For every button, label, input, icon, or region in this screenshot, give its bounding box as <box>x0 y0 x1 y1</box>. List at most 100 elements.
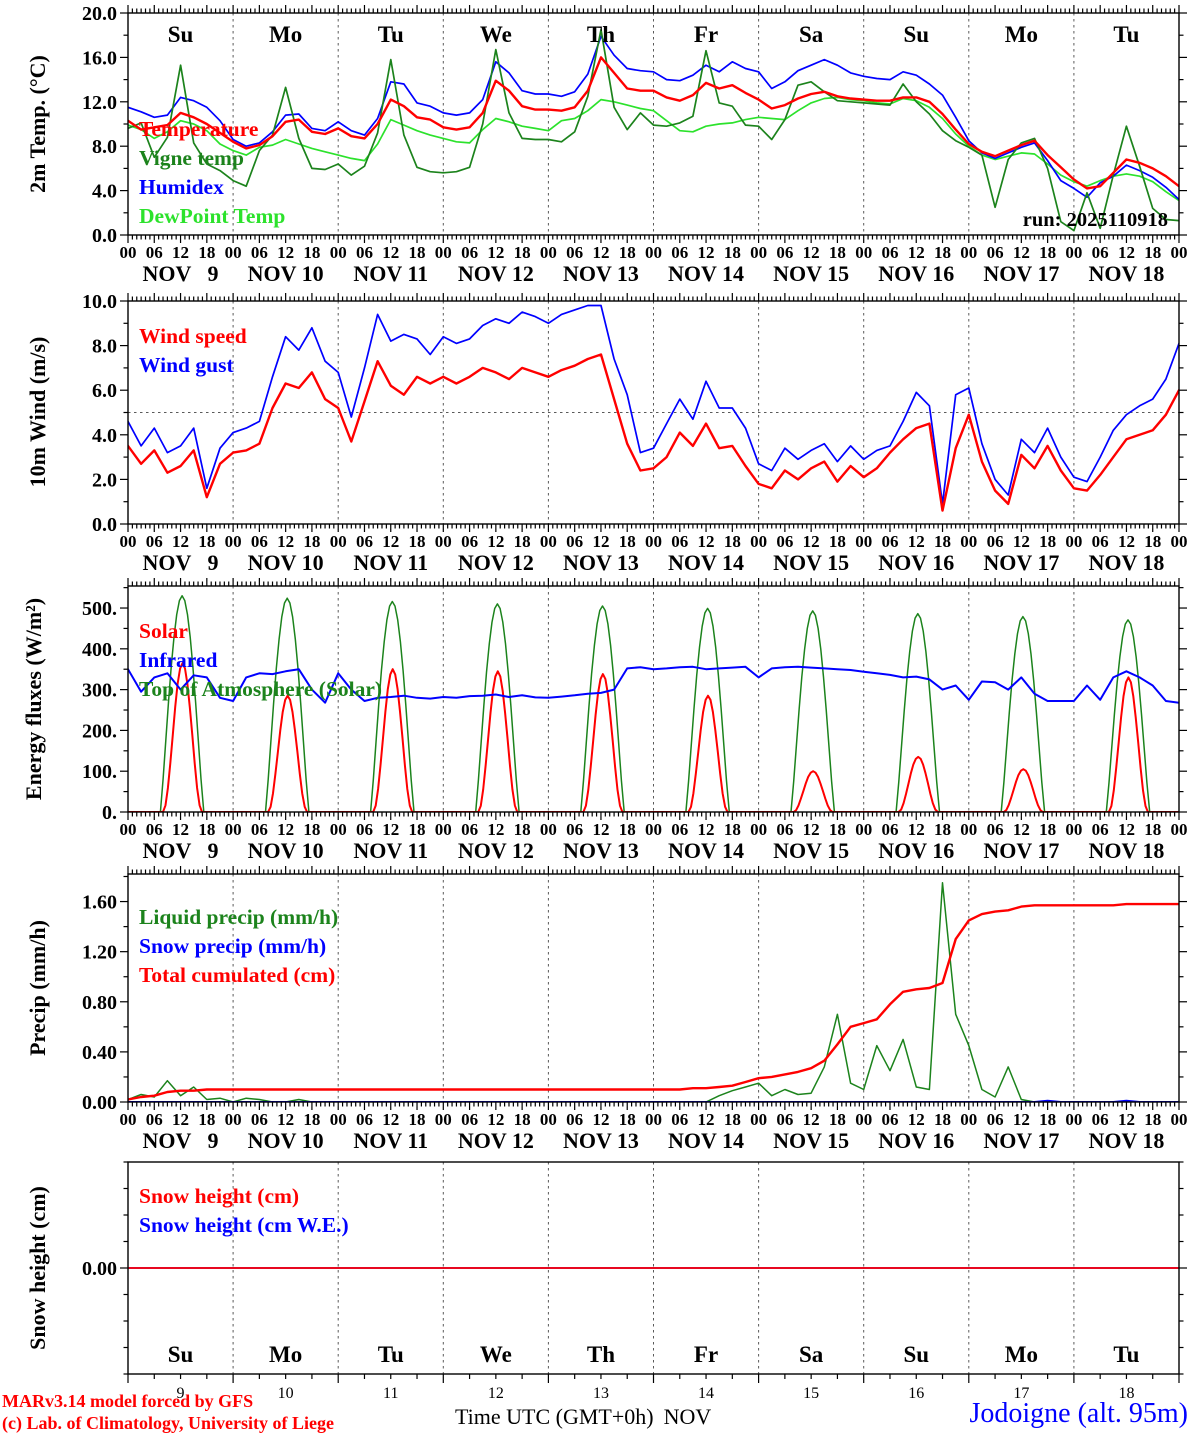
panel-1-grid <box>232 13 1075 235</box>
svg-text:12: 12 <box>803 243 820 262</box>
svg-text:06: 06 <box>671 532 688 551</box>
svg-text:18: 18 <box>1144 243 1161 262</box>
panel-2-grid <box>128 301 1179 524</box>
svg-text:00: 00 <box>225 532 242 551</box>
svg-text:00: 00 <box>330 1110 347 1129</box>
svg-text:Su: Su <box>903 22 929 47</box>
svg-text:12: 12 <box>592 243 609 262</box>
svg-text:00: 00 <box>1171 243 1188 262</box>
svg-text:12.0: 12.0 <box>82 92 117 114</box>
svg-text:18: 18 <box>198 532 215 551</box>
svg-text:18: 18 <box>619 243 636 262</box>
svg-text:18: 18 <box>1039 820 1056 839</box>
svg-text:00: 00 <box>435 1110 452 1129</box>
panel-3-ticks <box>120 578 1187 820</box>
panel-1-series <box>128 28 1179 232</box>
legend-dewpoint-temp: DewPoint Temp <box>139 204 286 228</box>
svg-text:8.0: 8.0 <box>92 336 117 358</box>
svg-text:12: 12 <box>1013 820 1030 839</box>
svg-text:18: 18 <box>829 243 846 262</box>
svg-text:06: 06 <box>146 1110 163 1129</box>
panel-4-labels: 0.00 0.40 0.80 1.20 1.60 00 06 12 18 00 06 12 18 00 06… <box>82 892 1188 1153</box>
svg-text:Mo: Mo <box>1005 22 1038 47</box>
svg-text:6.0: 6.0 <box>92 380 117 402</box>
svg-text:06: 06 <box>776 1110 793 1129</box>
svg-text:18: 18 <box>1039 1110 1056 1129</box>
svg-text:NOV 13: NOV 13 <box>563 550 639 575</box>
svg-text:12: 12 <box>488 1385 504 1402</box>
panel-1-ticks <box>120 5 1187 243</box>
y-axis-title-precip: Precip (mm/h) <box>25 920 50 1056</box>
svg-text:06: 06 <box>566 1110 583 1129</box>
svg-text:18: 18 <box>409 532 426 551</box>
svg-text:200.: 200. <box>82 720 117 742</box>
svg-text:18: 18 <box>1144 532 1161 551</box>
panel-2-labels: 0.0 2.0 4.0 6.0 8.0 10.0 00 06 12 18 00 06 12 18 00 06 1… <box>82 291 1188 575</box>
legend-wind-gust: Wind gust <box>139 353 234 377</box>
svg-text:NOV 17: NOV 17 <box>983 550 1059 575</box>
svg-text:18: 18 <box>409 820 426 839</box>
y-axis-title-snow: Snow height (cm) <box>25 1186 50 1350</box>
svg-text:12: 12 <box>382 1110 399 1129</box>
svg-text:12: 12 <box>487 243 504 262</box>
svg-text:Tu: Tu <box>378 22 404 47</box>
series-wind-speed <box>128 353 1179 512</box>
svg-text:06: 06 <box>881 243 898 262</box>
svg-text:00: 00 <box>750 243 767 262</box>
series-wind-gust <box>128 304 1179 505</box>
svg-text:00: 00 <box>435 532 452 551</box>
series-solar <box>128 662 1179 812</box>
svg-text:00: 00 <box>540 532 557 551</box>
svg-text:14: 14 <box>698 1385 714 1402</box>
svg-text:16.0: 16.0 <box>82 47 117 69</box>
svg-text:00: 00 <box>1171 532 1188 551</box>
svg-text:NOV 13: NOV 13 <box>563 838 639 863</box>
svg-text:00: 00 <box>1171 820 1188 839</box>
svg-text:Fr: Fr <box>694 22 718 47</box>
svg-text:00: 00 <box>435 820 452 839</box>
svg-text:NOV 18: NOV 18 <box>1088 1128 1164 1153</box>
svg-text:18: 18 <box>303 820 320 839</box>
svg-text:12: 12 <box>592 1110 609 1129</box>
svg-text:12: 12 <box>487 532 504 551</box>
svg-text:18: 18 <box>1144 820 1161 839</box>
svg-text:0.0: 0.0 <box>92 514 117 536</box>
svg-text:18: 18 <box>619 532 636 551</box>
svg-text:00: 00 <box>750 1110 767 1129</box>
panel-2-series <box>128 304 1179 512</box>
svg-text:06: 06 <box>251 532 268 551</box>
svg-text:NOV 18: NOV 18 <box>1088 838 1164 863</box>
panel-5-labels: 0.00 Su Mo Tu We Th Fr Sa Su Mo Tu 9 10 11 12 13 14 15 16 1… <box>82 1258 1140 1402</box>
svg-text:12: 12 <box>803 820 820 839</box>
svg-text:12: 12 <box>908 532 925 551</box>
series-vigne-temp <box>128 28 1179 232</box>
svg-text:NOV 14: NOV 14 <box>668 261 744 286</box>
svg-text:00: 00 <box>960 1110 977 1129</box>
svg-text:12: 12 <box>487 820 504 839</box>
y-axis-title-temp: 2m Temp. (°C) <box>25 55 50 193</box>
svg-text:06: 06 <box>146 243 163 262</box>
svg-text:12: 12 <box>382 243 399 262</box>
svg-text:00: 00 <box>750 532 767 551</box>
svg-text:00: 00 <box>645 1110 662 1129</box>
panel-3-grid <box>232 586 1075 812</box>
svg-text:00: 00 <box>435 243 452 262</box>
svg-text:12: 12 <box>592 820 609 839</box>
svg-text:Tu: Tu <box>1113 22 1139 47</box>
svg-text:06: 06 <box>1092 820 1109 839</box>
svg-text:12: 12 <box>172 243 189 262</box>
svg-text:0.80: 0.80 <box>82 992 117 1014</box>
svg-text:18: 18 <box>724 820 741 839</box>
series-temperature <box>128 56 1179 190</box>
svg-text:NOV 11: NOV 11 <box>353 1128 428 1153</box>
svg-text:300.: 300. <box>82 680 117 702</box>
svg-text:06: 06 <box>671 243 688 262</box>
svg-text:06: 06 <box>881 1110 898 1129</box>
svg-text:06: 06 <box>987 820 1004 839</box>
svg-text:00: 00 <box>1171 1110 1188 1129</box>
svg-text:NOV 11: NOV 11 <box>353 550 428 575</box>
svg-text:06: 06 <box>146 820 163 839</box>
svg-text:06: 06 <box>987 532 1004 551</box>
svg-text:06: 06 <box>566 532 583 551</box>
svg-text:Tu: Tu <box>378 1342 404 1367</box>
